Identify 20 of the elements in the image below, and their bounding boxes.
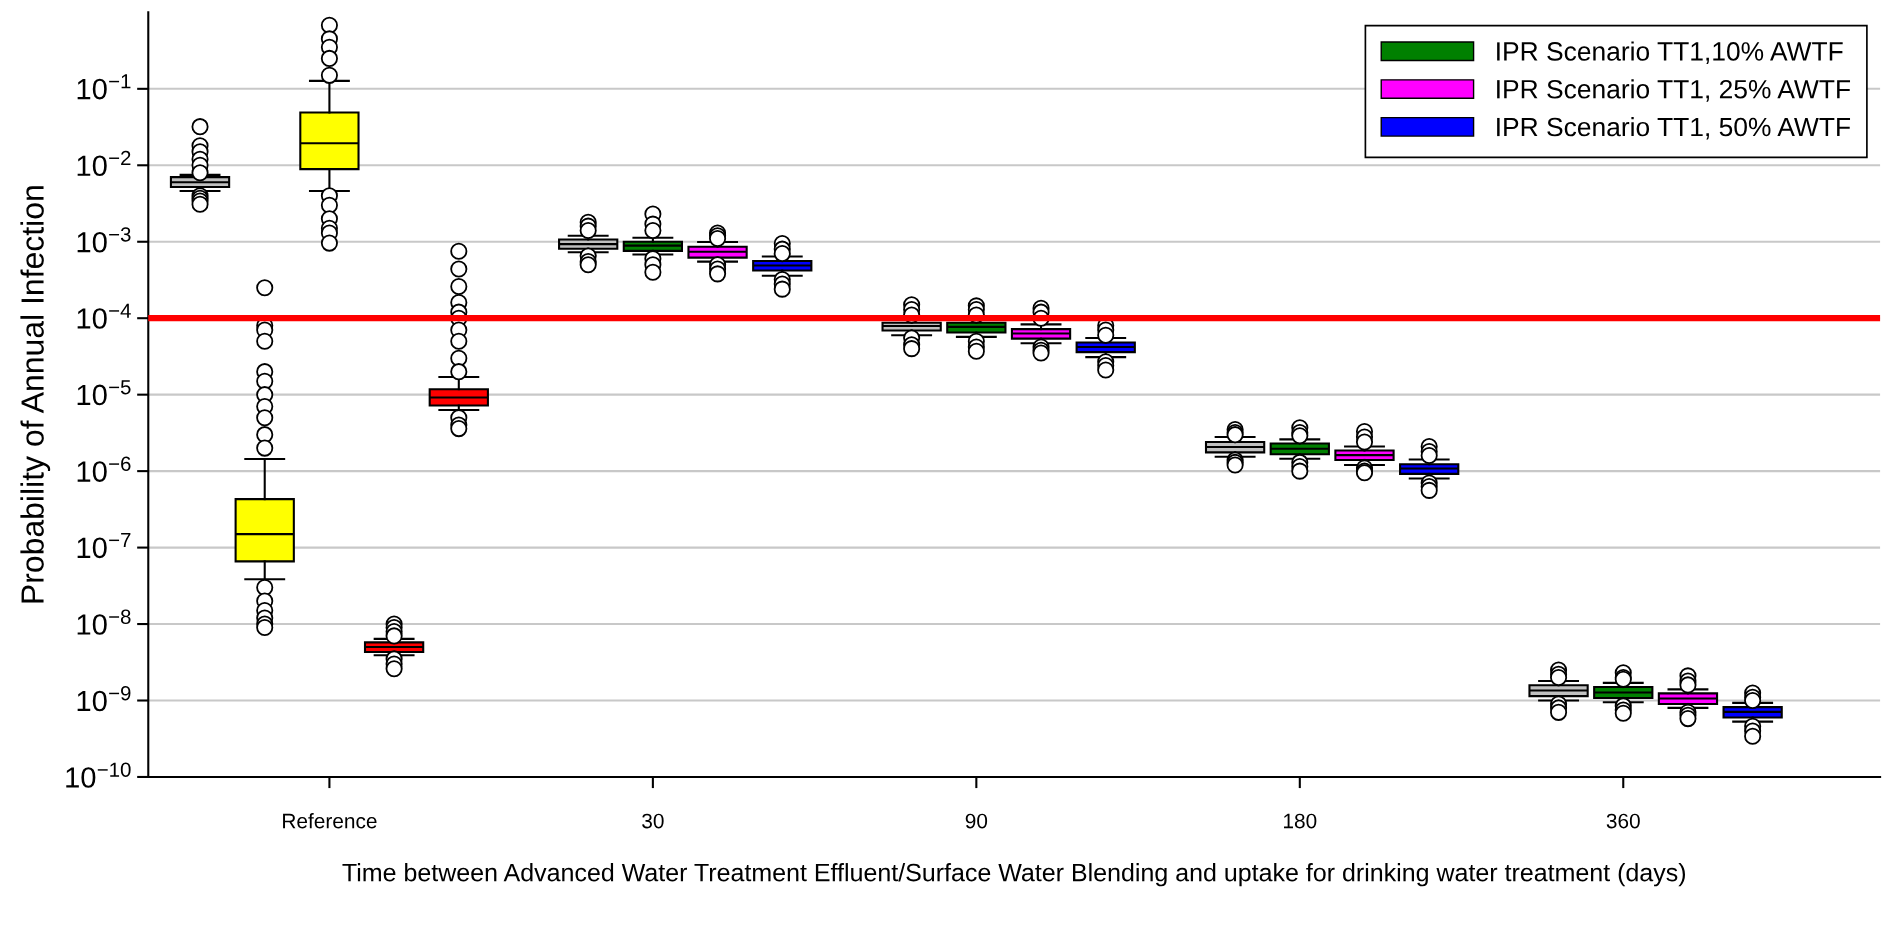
y-tick-label: 10$^{−7}$ — [77, 533, 131, 559]
legend-label: IPR Scenario TT1, 50% AWTF — [1497, 116, 1851, 140]
y-tick-label: 10$^{−8}$ — [77, 609, 131, 635]
y-tick-label: 10$^{−1}$ — [77, 74, 131, 100]
y-tick-label: 10$^{−2}$ — [77, 150, 131, 177]
legend-label: IPR Scenario TT1,10% AWTF — [1497, 41, 1843, 64]
x-tick-label: 90 — [965, 813, 988, 829]
y-tick-label: 10$^{−4}$ — [77, 303, 131, 329]
x-tick-label: Reference — [283, 813, 377, 829]
y-tick-label: 10$^{−9}$ — [77, 685, 131, 712]
y-tick-label: 10$^{−5}$ — [77, 380, 131, 406]
legend-label: IPR Scenario TT1, 25% AWTF — [1497, 79, 1851, 102]
y-axis-title: Probability of Annual Infection — [20, 186, 51, 603]
y-tick-label: 10$^{−10}$ — [66, 762, 131, 788]
y-tick-label: 10$^{−6}$ — [77, 456, 131, 482]
x-tick-label: 30 — [642, 813, 664, 829]
y-tick-label: 10$^{−3}$ — [77, 227, 131, 253]
x-tick-label: 360 — [1606, 813, 1640, 829]
x-tick-label: 180 — [1284, 813, 1317, 829]
x-axis-title: Time between Advanced Water Treatment Effluent/Surface Water Blending and uptake for drinking water treatment (days) — [342, 863, 1686, 887]
